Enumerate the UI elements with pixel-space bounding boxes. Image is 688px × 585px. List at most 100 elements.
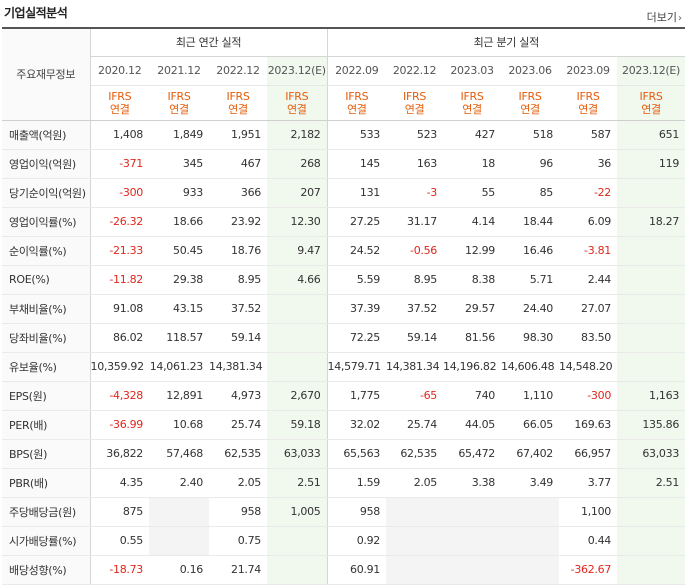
- table-cell: 1,100: [559, 496, 618, 527]
- table-cell: 3.38: [443, 468, 502, 498]
- more-link[interactable]: 더보기›: [647, 9, 682, 25]
- period-header: 2022.12: [386, 56, 444, 86]
- table-cell: [617, 496, 686, 527]
- table-cell: 50.45: [149, 236, 209, 266]
- table-cell: 0.92: [327, 526, 387, 556]
- table-cell: 3.77: [559, 468, 618, 498]
- annual-header: 최근 연간 실적: [90, 27, 328, 57]
- row-label: 영업이익률(%): [2, 206, 91, 237]
- table-cell: 1,163: [617, 380, 686, 411]
- standard-name: IFRS: [285, 89, 309, 103]
- table-row: 유보율(%) 10,359.92 14,061.23 14,381.34 14,579.…: [2, 352, 686, 382]
- table-cell: 4.35: [90, 468, 149, 498]
- table-cell: 18.27: [617, 206, 686, 237]
- table-cell: [443, 526, 502, 556]
- row-label: BPS(원): [2, 439, 91, 469]
- table-cell: 427: [443, 120, 502, 150]
- table-cell: 1,951: [209, 120, 267, 150]
- accounting-standard: IFRS 연결: [267, 85, 328, 121]
- row-label: 순이익률(%): [2, 236, 91, 266]
- table-cell: 518: [501, 120, 560, 150]
- row-label: 당기순이익(억원): [2, 178, 91, 208]
- table-cell: [267, 352, 328, 382]
- row-label: 주당배당금(원): [2, 496, 91, 527]
- accounting-standard: IFRS 연결: [149, 85, 209, 121]
- table-cell: -22: [559, 178, 618, 208]
- financial-table: 주요재무정보 최근 연간 실적 최근 분기 실적 2020.12 2021.12 2…: [2, 27, 686, 585]
- table-cell: 10,359.92: [90, 352, 149, 382]
- standard-name: IFRS: [576, 89, 600, 103]
- table-cell: 67,402: [501, 439, 560, 469]
- table-cell: [149, 526, 209, 556]
- table-cell: 37.39: [327, 293, 387, 324]
- table-cell: 12.99: [443, 236, 502, 266]
- table-row: 당기순이익(억원) -300 933 366 207 131 -3 55 85 -22: [2, 178, 686, 208]
- period-header: 2022.09: [327, 56, 387, 86]
- table-cell: [501, 526, 560, 556]
- table-cell: 345: [149, 149, 209, 179]
- accounting-standard: IFRS 연결: [90, 85, 149, 121]
- table-cell: 0.44: [559, 526, 618, 556]
- table-cell: [617, 323, 686, 353]
- table-row: 영업이익률(%) -26.32 18.66 23.92 12.30 27.25 31.17 4…: [2, 206, 686, 237]
- table-cell: 8.95: [209, 265, 267, 295]
- table-cell: 8.38: [443, 265, 502, 295]
- table-cell: -371: [90, 149, 149, 179]
- accounting-standard: IFRS 연결: [559, 85, 618, 121]
- table-cell: 119: [617, 149, 686, 179]
- table-cell: 44.05: [443, 410, 502, 440]
- table-cell: 958: [209, 496, 267, 527]
- table-cell: [617, 265, 686, 295]
- consolidation-type: 연결: [520, 102, 540, 116]
- table-cell: 62,535: [209, 439, 267, 469]
- table-cell: 29.38: [149, 265, 209, 295]
- accounting-standard: IFRS 연결: [327, 85, 387, 121]
- table-cell: 65,563: [327, 439, 387, 469]
- table-cell: [443, 555, 502, 585]
- table-cell: [501, 555, 560, 585]
- table-cell: 2.05: [209, 468, 267, 498]
- table-row: 부채비율(%) 91.08 43.15 37.52 37.39 37.52 29.57 24.…: [2, 293, 686, 324]
- table-cell: 27.07: [559, 293, 618, 324]
- table-cell: 533: [327, 120, 387, 150]
- row-label: EPS(원): [2, 380, 91, 411]
- accounting-standard: IFRS 연결: [209, 85, 267, 121]
- table-cell: -362.67: [559, 555, 618, 585]
- table-cell: 875: [90, 496, 149, 527]
- table-cell: 16.46: [501, 236, 560, 266]
- table-cell: 0.55: [90, 526, 149, 556]
- standard-row: IFRS 연결 IFRS 연결 IFRS 연결 IFRS 연결 IFRS 연결 IFRS 연결 IFRS…: [2, 85, 686, 121]
- table-cell: 14,606.48: [501, 352, 560, 382]
- table-cell: 2,670: [267, 380, 328, 411]
- table-cell: 59.14: [386, 323, 444, 353]
- table-cell: -65: [386, 380, 444, 411]
- table-cell: 66,957: [559, 439, 618, 469]
- table-cell: 14,548.20: [559, 352, 618, 382]
- table-cell: [617, 293, 686, 324]
- standard-name: IFRS: [403, 89, 427, 103]
- table-cell: 587: [559, 120, 618, 150]
- standard-name: IFRS: [460, 89, 484, 103]
- table-cell: 25.74: [209, 410, 267, 440]
- consolidation-type: 연결: [641, 102, 661, 116]
- period-header: 2021.12: [149, 56, 209, 86]
- table-cell: -4,328: [90, 380, 149, 411]
- table-cell: 37.52: [386, 293, 444, 324]
- period-header: 2023.09: [559, 56, 618, 86]
- table-cell: 37.52: [209, 293, 267, 324]
- table-cell: 118.57: [149, 323, 209, 353]
- table-cell: 14,196.82: [443, 352, 502, 382]
- table-cell: 96: [501, 149, 560, 179]
- table-cell: 268: [267, 149, 328, 179]
- table-cell: 145: [327, 149, 387, 179]
- table-cell: 1,005: [267, 496, 328, 527]
- table-cell: 4.66: [267, 265, 328, 295]
- table-cell: [267, 526, 328, 556]
- table-cell: 63,033: [267, 439, 328, 469]
- table-cell: 12.30: [267, 206, 328, 237]
- table-cell: 29.57: [443, 293, 502, 324]
- table-cell: -3: [386, 178, 444, 208]
- table-cell: -300: [559, 380, 618, 411]
- table-row: 당좌비율(%) 86.02 118.57 59.14 72.25 59.14 81.56 98…: [2, 323, 686, 353]
- standard-name: IFRS: [167, 89, 191, 103]
